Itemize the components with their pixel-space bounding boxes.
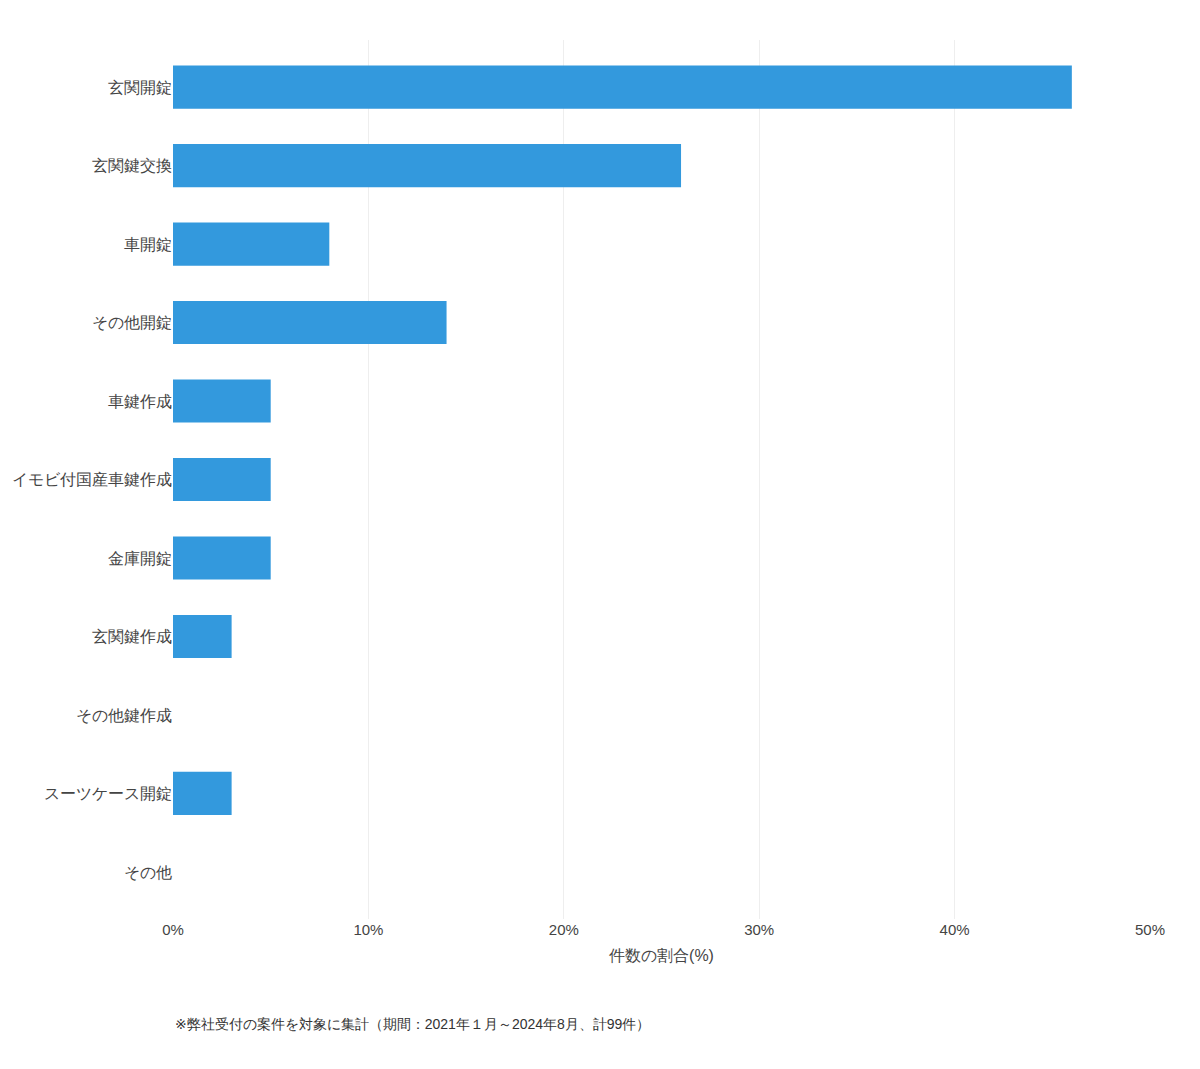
svg-text:車鍵作成: 車鍵作成	[108, 393, 172, 410]
svg-text:玄関鍵交換: 玄関鍵交換	[92, 157, 172, 174]
svg-text:スーツケース開錠: スーツケース開錠	[44, 785, 172, 802]
svg-text:玄関開錠: 玄関開錠	[108, 79, 172, 96]
svg-text:20%: 20%	[549, 921, 579, 938]
svg-text:車開錠: 車開錠	[124, 236, 172, 253]
svg-text:30%: 30%	[744, 921, 774, 938]
svg-text:40%: 40%	[940, 921, 970, 938]
svg-text:50%: 50%	[1135, 921, 1165, 938]
svg-text:0%: 0%	[162, 921, 184, 938]
svg-text:10%: 10%	[353, 921, 383, 938]
svg-text:金庫開錠: 金庫開錠	[108, 550, 172, 567]
svg-text:イモビ付国産車鍵作成: イモビ付国産車鍵作成	[12, 471, 172, 488]
svg-text:その他鍵作成: その他鍵作成	[76, 707, 172, 724]
svg-text:件数の割合(%): 件数の割合(%)	[609, 947, 714, 964]
svg-text:その他: その他	[124, 864, 172, 881]
svg-text:※弊社受付の案件を対象に集計（期間：2021年１月～2024: ※弊社受付の案件を対象に集計（期間：2021年１月～2024年8月、計99件）	[175, 1016, 650, 1032]
svg-text:玄関鍵作成: 玄関鍵作成	[92, 628, 172, 645]
svg-text:その他開錠: その他開錠	[92, 314, 172, 331]
